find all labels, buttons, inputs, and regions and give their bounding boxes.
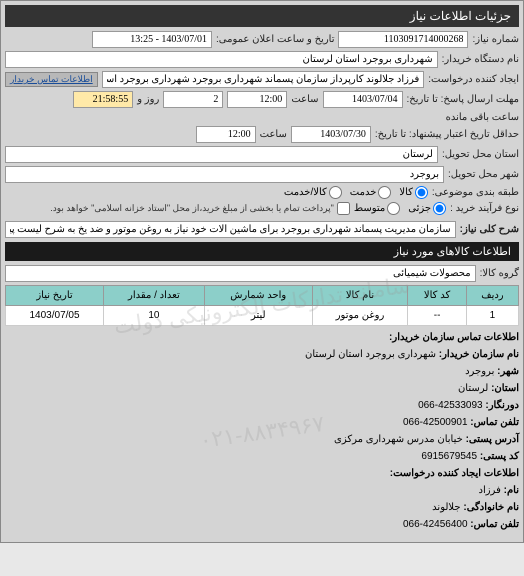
response-date-input[interactable] [323, 91, 403, 108]
desc-input[interactable] [5, 221, 456, 238]
th-unit: واحد شمارش [204, 286, 312, 306]
validity-time-input[interactable] [196, 126, 256, 143]
lname-label: نام خانوادگی: [463, 502, 519, 513]
response-deadline-label: مهلت ارسال پاسخ: تا تاریخ: [407, 94, 519, 105]
purchase-medium-label: متوسط [354, 203, 385, 214]
request-number-label: شماره نیاز: [472, 34, 519, 45]
th-name: نام کالا [312, 286, 408, 306]
table-row: 1 -- روغن موتور لیتر 10 1403/07/05 [6, 306, 519, 326]
budget-goods-label: کالا [399, 187, 413, 198]
desc-label: شرح کلی نیاز: [460, 224, 519, 235]
validity-date-input[interactable] [291, 126, 371, 143]
purchase-note: "پرداخت تمام یا بخشی از مبلغ خرید،از محل… [50, 203, 334, 214]
validity-label: حداقل تاریخ اعتبار پیشنهاد: تا تاریخ: [375, 129, 519, 140]
cell-date: 1403/07/05 [6, 306, 104, 326]
org-name-value: شهرداری بروجرد استان لرستان [305, 349, 436, 360]
remaining-time-input [73, 91, 133, 108]
cell-row: 1 [466, 306, 518, 326]
announce-label: تاریخ و ساعت اعلان عمومی: [216, 34, 335, 45]
budget-radio-goods[interactable] [415, 186, 428, 199]
city-input[interactable] [5, 166, 444, 183]
org-name-label: نام سازمان خریدار: [439, 349, 519, 360]
province-label: استان محل تحویل: [442, 149, 519, 160]
cell-unit: لیتر [204, 306, 312, 326]
cell-code: -- [408, 306, 467, 326]
phone-value: 42500901-066 [403, 417, 468, 428]
contact-city-value: بروجرد [465, 366, 494, 377]
postal-value: 6915679545 [421, 451, 477, 462]
requester-input[interactable] [102, 71, 425, 88]
budget-radio-group: کالا خدمت کالا/خدمت [284, 186, 428, 199]
address-label: آدرس پستی: [466, 434, 519, 445]
th-code: کد کالا [408, 286, 467, 306]
purchase-small-label: جزئی [408, 203, 431, 214]
th-date: تاریخ نیاز [6, 286, 104, 306]
lname-value: جلالوند [432, 502, 460, 513]
creator-phone-value: 42456400-066 [403, 519, 468, 530]
purchase-radio-group: جزئی متوسط [354, 202, 446, 215]
request-number-input[interactable] [338, 31, 468, 48]
budget-radio-service[interactable] [378, 186, 391, 199]
announce-date-input[interactable] [92, 31, 212, 48]
panel-title: جزئیات اطلاعات نیاز [5, 5, 519, 27]
creator-phone-label: تلفن تماس: [470, 519, 519, 530]
purchase-radio-medium[interactable] [387, 202, 400, 215]
fname-label: نام: [504, 485, 519, 496]
postal-label: کد پستی: [480, 451, 519, 462]
creator-title: اطلاعات ایجاد کننده درخواست: [5, 466, 519, 482]
cell-name: روغن موتور [312, 306, 408, 326]
contact-province-value: لرستان [458, 383, 488, 394]
fax-value: 42533093-066 [418, 400, 483, 411]
budget-both-label: کالا/خدمت [284, 187, 327, 198]
days-input[interactable] [163, 91, 223, 108]
purchase-radio-small[interactable] [433, 202, 446, 215]
days-label: روز و [137, 94, 159, 105]
buyer-name-input[interactable] [5, 51, 438, 68]
fname-value: فرزاد [479, 485, 501, 496]
contact-info-link[interactable]: اطلاعات تماس خریدار [5, 72, 98, 87]
remaining-label: ساعت باقی مانده [446, 112, 519, 123]
address-value: خیابان مدرس شهرداری مرکزی [334, 434, 463, 445]
goods-table: ردیف کد کالا نام کالا واحد شمارش تعداد /… [5, 285, 519, 326]
requester-label: ایجاد کننده درخواست: [428, 74, 519, 85]
budget-radio-both[interactable] [329, 186, 342, 199]
province-input[interactable] [5, 146, 438, 163]
budget-label: طبقه بندی موضوعی: [432, 187, 519, 198]
cell-qty: 10 [104, 306, 205, 326]
time-label-2: ساعت [260, 129, 287, 140]
th-qty: تعداد / مقدار [104, 286, 205, 306]
contact-province-label: استان: [491, 383, 519, 394]
goods-section-title: اطلاعات کالاهای مورد نیاز [5, 242, 519, 261]
time-label-1: ساعت [291, 94, 318, 105]
contact-city-label: شهر: [497, 366, 519, 377]
contact-org-title: اطلاعات تماس سازمان خریدار: [5, 330, 519, 346]
purchase-type-label: نوع فرآیند خرید : [450, 203, 519, 214]
group-input[interactable] [5, 265, 476, 282]
budget-service-label: خدمت [350, 187, 377, 198]
buyer-name-label: نام دستگاه خریدار: [442, 54, 519, 65]
group-label: گروه کالا: [480, 268, 519, 279]
phone-label: تلفن تماس: [470, 417, 519, 428]
response-time-input[interactable] [227, 91, 287, 108]
city-label: شهر محل تحویل: [448, 169, 519, 180]
treasury-checkbox[interactable] [337, 202, 350, 215]
fax-label: دورنگار: [485, 400, 519, 411]
th-row: ردیف [466, 286, 518, 306]
